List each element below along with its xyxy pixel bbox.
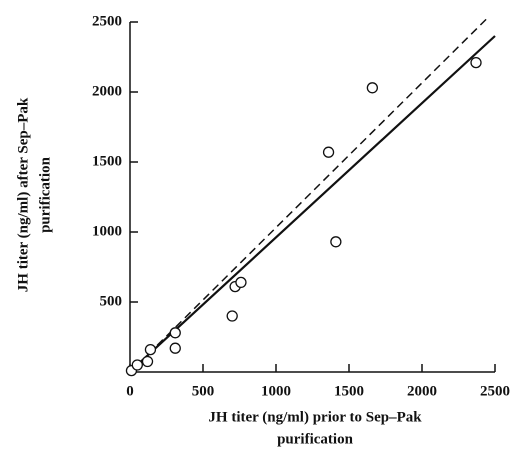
data-point (169, 342, 181, 354)
data-point (322, 146, 335, 158)
data-point (144, 343, 157, 356)
x-tick-label: 1000 (261, 383, 291, 399)
x-tick-label: 500 (192, 383, 215, 399)
x-axis-label: JH titer (ng/ml) prior to Sep–Pak (208, 409, 422, 425)
x-tick-label: 2500 (480, 383, 510, 399)
x-axis-label: purification (277, 431, 353, 447)
x-tick-label: 1500 (334, 383, 364, 399)
data-point (235, 276, 247, 289)
y-axis-label: purification (37, 156, 53, 232)
data-point (366, 82, 379, 94)
data-point (169, 327, 181, 339)
y-tick-label: 1500 (92, 153, 122, 169)
x-tick-label: 0 (126, 383, 134, 399)
data-point (226, 310, 238, 322)
y-tick-label: 2000 (92, 83, 122, 99)
data-point (141, 355, 154, 368)
y-tick-label: 2500 (92, 13, 122, 29)
fit-line (138, 35, 496, 365)
data-point (330, 236, 342, 248)
data-point (131, 359, 143, 371)
y-axis-label: JH titer (ng/ml) after Sep–Pak (15, 97, 31, 292)
x-tick-label: 2000 (407, 383, 437, 399)
y-tick-label: 500 (100, 293, 123, 309)
y-tick-label: 1000 (92, 223, 122, 239)
fit-line (138, 17, 489, 365)
data-point (470, 56, 482, 69)
